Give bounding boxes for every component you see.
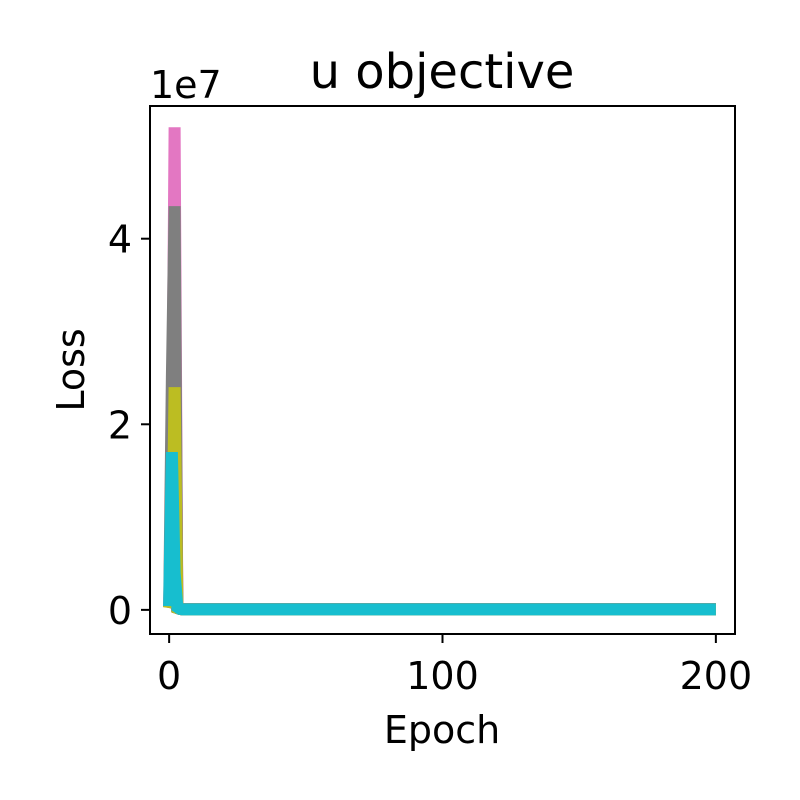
y-tick-label: 0 — [108, 589, 132, 633]
y-tick-label: 2 — [108, 403, 132, 447]
x-tick-label: 100 — [406, 654, 479, 698]
x-axis-label: Epoch — [384, 708, 500, 752]
y-tick-label: 4 — [108, 218, 132, 262]
y-offset-text: 1e7 — [150, 63, 222, 107]
series-line-10 — [163, 451, 716, 616]
x-tick-label: 200 — [680, 654, 753, 698]
y-axis-ticks: 0 2 4 — [108, 218, 150, 633]
x-tick-label: 0 — [157, 654, 181, 698]
series-layer — [163, 127, 716, 616]
chart-title: u objective — [310, 44, 575, 100]
x-axis-ticks: 0 100 200 — [157, 634, 752, 698]
y-axis-label: Loss — [49, 328, 93, 411]
